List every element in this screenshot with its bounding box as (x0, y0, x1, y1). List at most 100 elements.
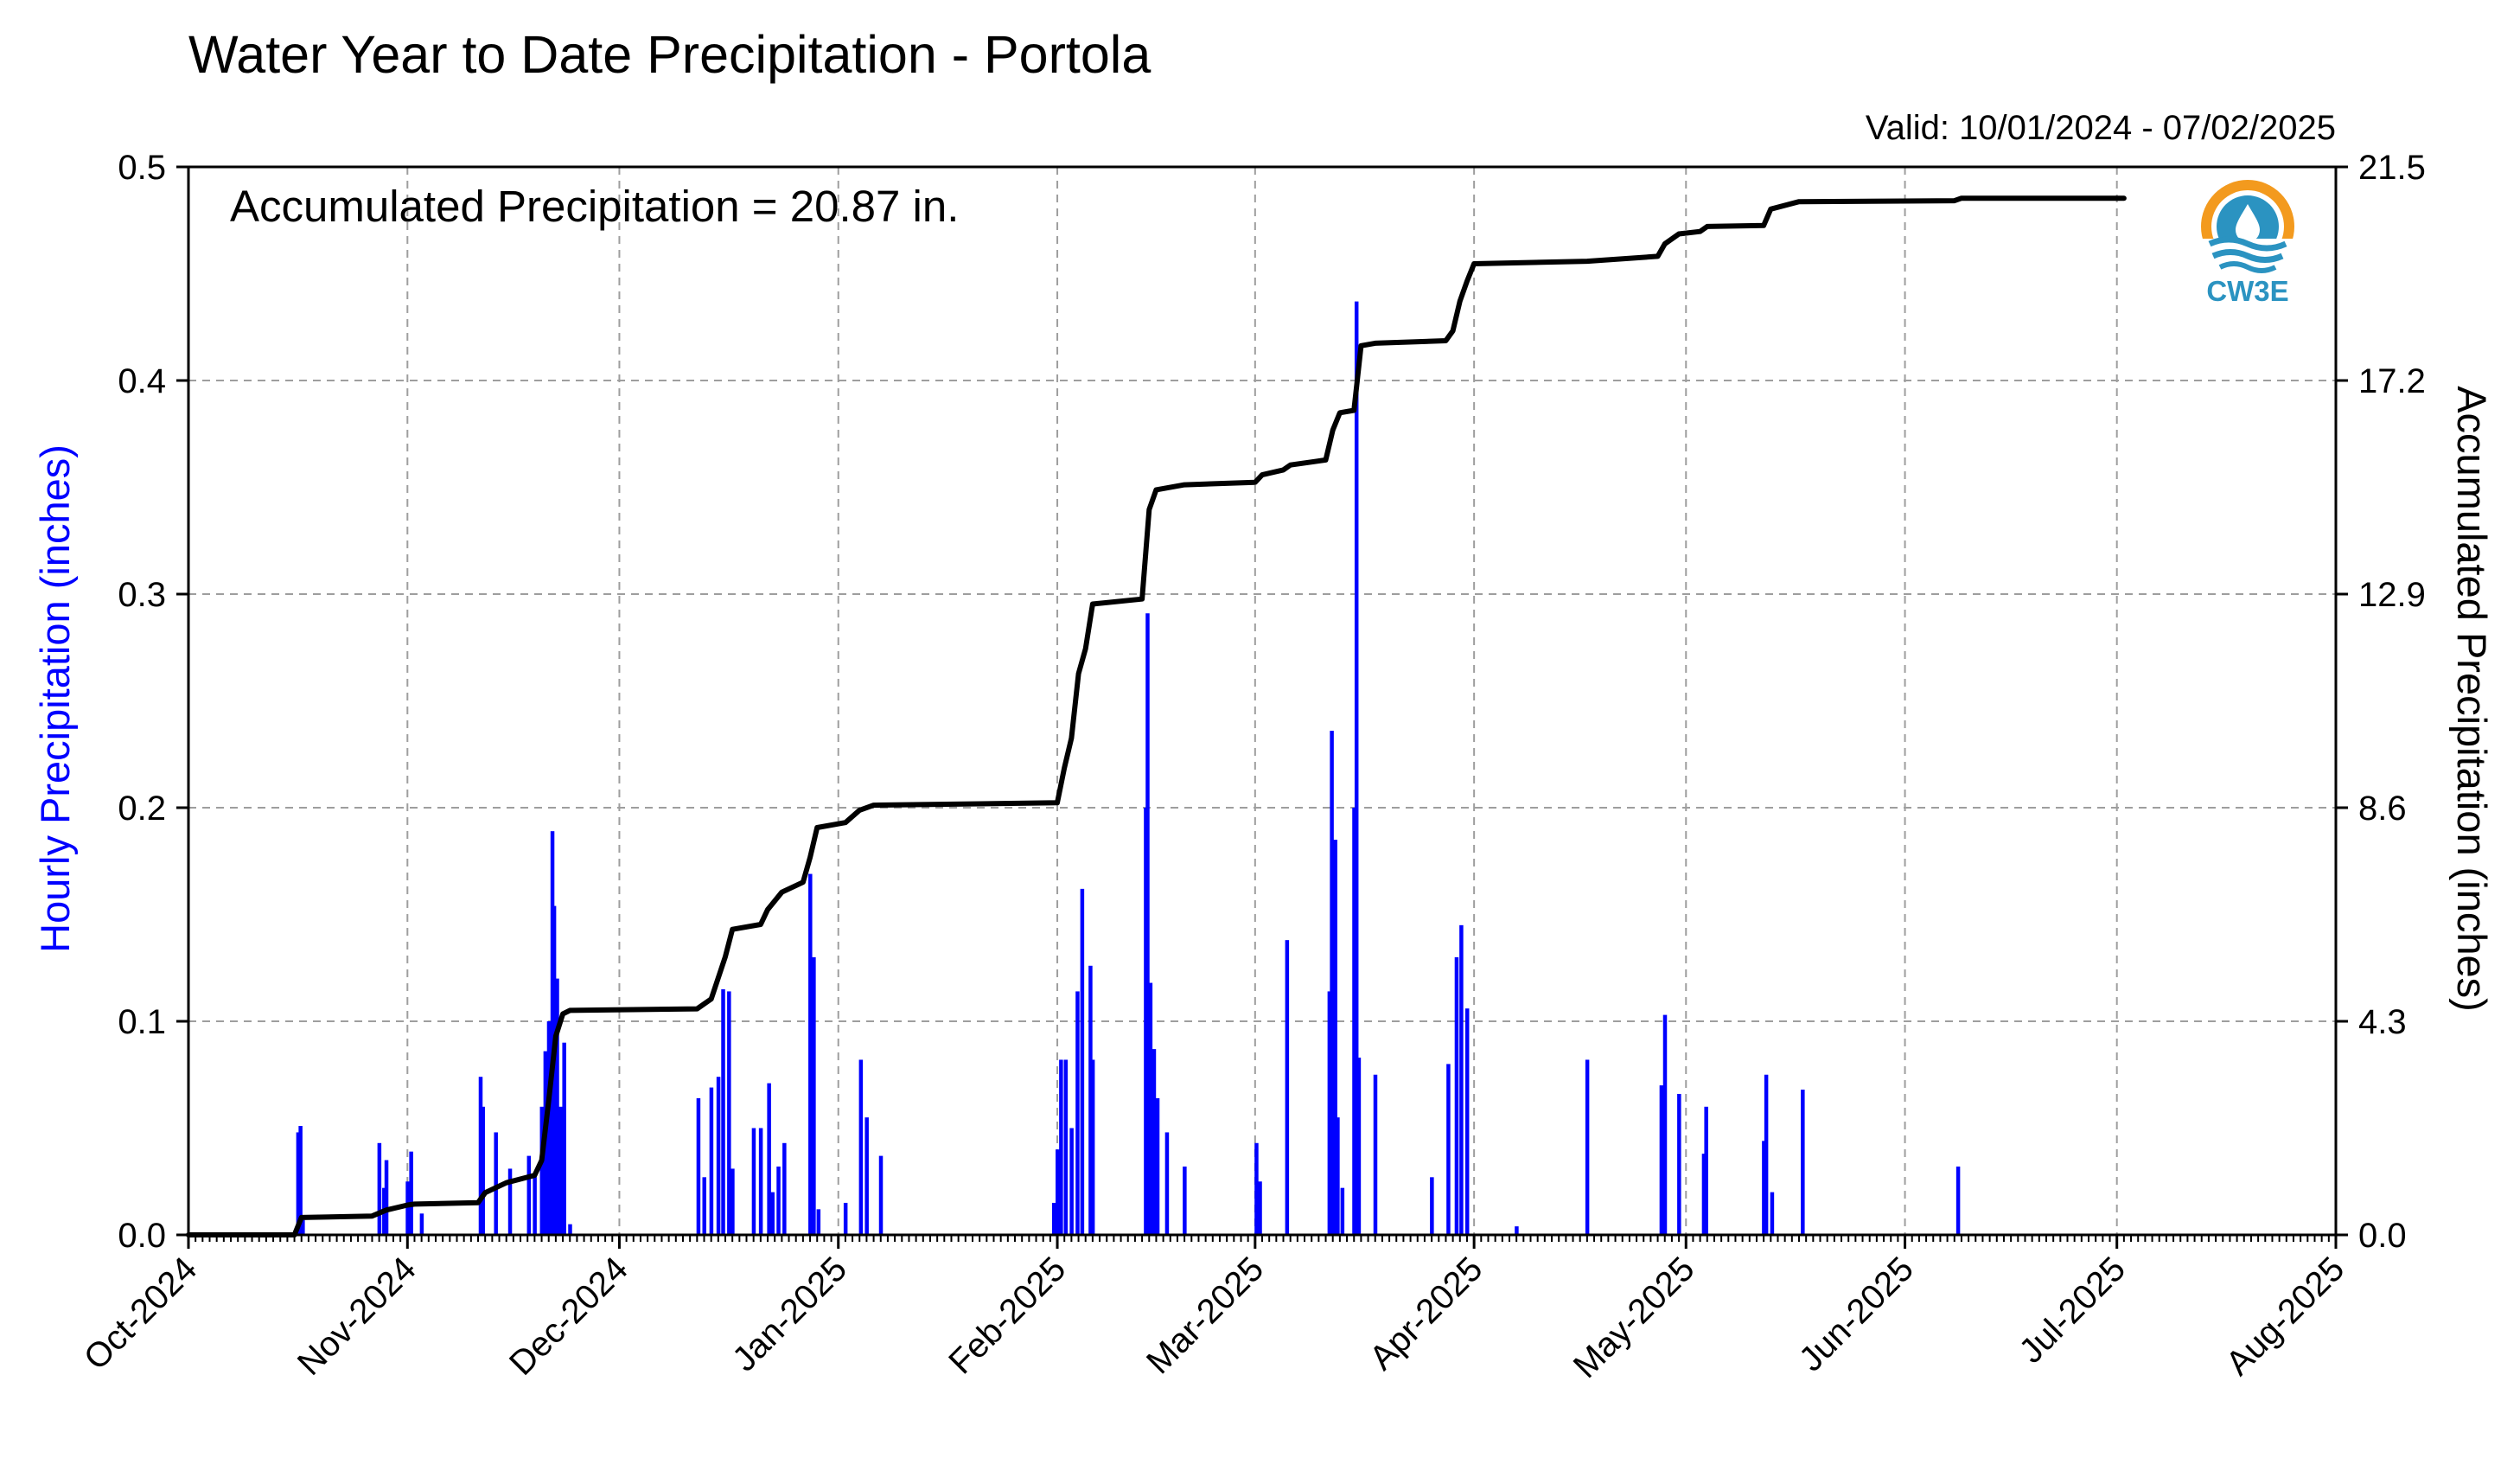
precip-bar (1336, 1117, 1340, 1235)
precip-bar (1704, 1106, 1708, 1235)
precip-bar (1080, 888, 1085, 1235)
precip-bar (1090, 1059, 1095, 1235)
precip-bar (727, 991, 731, 1235)
y-axis-label-left: Hourly Precipitation (inches) (32, 444, 78, 953)
precip-bar (1164, 1132, 1170, 1235)
precip-bar (696, 1097, 701, 1235)
precip-bar (1801, 1090, 1805, 1235)
precip-bar (1327, 991, 1332, 1235)
valid-date-range: Valid: 10/01/2024 - 07/02/2025 (1866, 109, 2336, 147)
y-tick-label-left: 0.2 (118, 790, 166, 828)
precip-bar (562, 1042, 566, 1235)
precip-bar (1258, 1181, 1262, 1235)
y-tick-label-left: 0.1 (118, 1003, 166, 1041)
y-tick-label-left: 0.5 (118, 149, 166, 187)
precip-bar (1340, 1187, 1345, 1235)
grid (188, 167, 2336, 1235)
precip-bar (1333, 840, 1337, 1235)
precip-bar (858, 1059, 864, 1235)
precip-bar (878, 1155, 884, 1235)
precip-bar (384, 1160, 389, 1235)
y-tick-label-right: 12.9 (2358, 576, 2426, 614)
precip-bar (782, 1142, 787, 1235)
logo-text: CW3E (2206, 275, 2288, 307)
water-drop-sun-logo-icon (2201, 180, 2294, 275)
accumulated-annotation: Accumulated Precipitation = 20.87 in. (230, 182, 959, 231)
precip-bar (1056, 1149, 1060, 1235)
y-axis-label-right: Accumulated Precipitation (inches) (2449, 386, 2495, 1012)
precip-bar (812, 956, 816, 1235)
precip-bar (1152, 1049, 1157, 1235)
precip-bar (1955, 1166, 1961, 1235)
precip-bar (1155, 1097, 1160, 1235)
precip-bar (568, 1224, 572, 1235)
precip-bar (1088, 965, 1093, 1235)
precip-bar (864, 1117, 869, 1235)
chart-title: Water Year to Date Precipitation - Porto… (188, 25, 1151, 84)
precip-bar (1254, 1142, 1259, 1235)
precip-bar (478, 1077, 483, 1235)
y-tick-label-left: 0.0 (118, 1217, 166, 1255)
precip-bar (1330, 731, 1334, 1235)
precip-bar (1677, 1093, 1681, 1235)
precip-bar (1464, 1008, 1470, 1235)
precip-bar (1069, 1128, 1074, 1235)
precip-bar (1354, 301, 1359, 1235)
precip-bar (1145, 613, 1150, 1235)
y-tick-label-left: 0.3 (118, 576, 166, 614)
precip-bar (843, 1202, 848, 1235)
y-tick-label-right: 4.3 (2358, 1003, 2407, 1041)
precip-bar (1701, 1154, 1707, 1235)
accumulated-line-group (186, 195, 2127, 1237)
precip-bar (1352, 808, 1356, 1235)
y-tick-label-left: 0.4 (118, 362, 166, 400)
precip-bar (730, 1168, 735, 1235)
precip-bar (716, 1077, 721, 1235)
precip-bar (751, 1128, 756, 1235)
precip-bar (1148, 982, 1153, 1235)
precip-bar (555, 978, 559, 1235)
precip-bar (1454, 956, 1459, 1235)
precip-bar (1662, 1014, 1668, 1235)
precip-bar (1075, 991, 1080, 1235)
precip-bar (709, 1087, 714, 1235)
precip-bar (1515, 1226, 1519, 1235)
cw3e-logo: CW3E (2201, 180, 2294, 307)
accumulated-precip-line (186, 195, 2127, 1237)
precip-bar (507, 1168, 513, 1235)
precip-bar (494, 1132, 498, 1235)
precip-bar (1446, 1064, 1451, 1235)
precip-bar (808, 873, 813, 1235)
y-tick-label-right: 21.5 (2358, 149, 2426, 187)
precip-bar (770, 1192, 775, 1235)
precip-bar (1659, 1085, 1664, 1235)
precip-bar (558, 1106, 563, 1235)
precip-bar (1762, 1141, 1766, 1235)
precip-bar (1183, 1166, 1187, 1235)
precip-bar (1459, 924, 1464, 1235)
precip-bar (702, 1177, 706, 1235)
precip-bar (721, 988, 725, 1235)
precip-bar (1063, 1059, 1069, 1235)
precip-bar (1356, 1057, 1362, 1235)
precip-bar (767, 1083, 771, 1235)
precip-bar (1373, 1074, 1378, 1235)
precip-bar (1764, 1074, 1769, 1235)
precip-bar (296, 1132, 301, 1235)
precip-bar (526, 1155, 532, 1235)
precip-bar (419, 1213, 424, 1235)
precip-bar (481, 1106, 485, 1235)
precip-bar (816, 1209, 821, 1235)
precip-bar (533, 1174, 537, 1235)
precip-bar (1059, 1059, 1063, 1235)
precip-bar (776, 1166, 781, 1235)
y-tick-label-right: 17.2 (2358, 362, 2426, 400)
precip-bar (1770, 1192, 1775, 1235)
precip-bar (1430, 1177, 1434, 1235)
precip-bar (539, 1106, 545, 1235)
precip-bar (1585, 1059, 1590, 1235)
precip-bar (1285, 940, 1290, 1235)
y-tick-label-right: 0.0 (2358, 1217, 2407, 1255)
